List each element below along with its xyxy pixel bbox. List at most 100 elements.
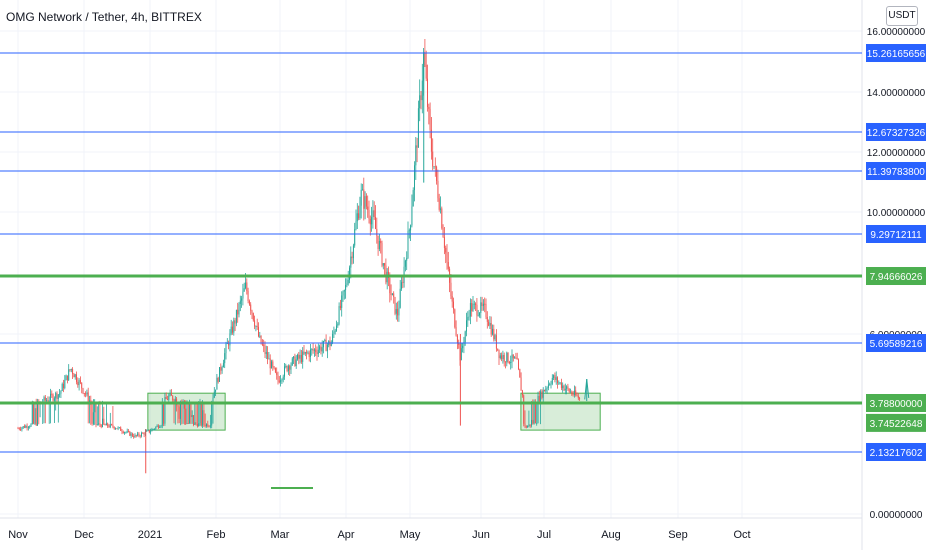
candle bbox=[518, 358, 519, 371]
candle bbox=[359, 196, 361, 220]
candle bbox=[300, 349, 302, 364]
candle bbox=[403, 257, 405, 288]
candle bbox=[96, 406, 98, 426]
candle bbox=[369, 215, 371, 236]
candle bbox=[385, 258, 387, 285]
candle bbox=[460, 343, 462, 361]
candle bbox=[503, 352, 505, 367]
candle bbox=[47, 396, 49, 403]
candle bbox=[53, 396, 55, 424]
candle bbox=[467, 311, 469, 327]
candle bbox=[107, 422, 109, 429]
candle bbox=[34, 401, 36, 425]
candle bbox=[315, 344, 317, 357]
candle bbox=[130, 432, 132, 439]
candle bbox=[420, 90, 422, 110]
candle bbox=[85, 391, 87, 398]
candle bbox=[338, 302, 340, 326]
candle bbox=[377, 235, 379, 256]
candle bbox=[428, 103, 430, 125]
candle bbox=[24, 424, 25, 429]
candle bbox=[430, 117, 432, 160]
candle bbox=[516, 352, 518, 360]
candle bbox=[458, 339, 460, 349]
candle bbox=[542, 387, 544, 403]
candle bbox=[497, 348, 499, 352]
candle bbox=[29, 425, 31, 429]
candle bbox=[156, 424, 158, 428]
candle bbox=[540, 389, 542, 425]
candle bbox=[579, 396, 581, 401]
candle bbox=[17, 426, 19, 430]
candle bbox=[74, 373, 76, 380]
candle bbox=[242, 283, 244, 306]
candle bbox=[352, 243, 354, 264]
candle bbox=[524, 410, 526, 429]
candle bbox=[484, 297, 486, 313]
candle bbox=[113, 426, 115, 430]
candle bbox=[515, 352, 517, 360]
candle bbox=[345, 278, 347, 299]
level-label-2: 11.39783800 bbox=[867, 167, 925, 178]
candle bbox=[408, 228, 410, 239]
candle bbox=[21, 426, 23, 432]
candle bbox=[196, 402, 198, 428]
candle bbox=[494, 333, 496, 342]
candle bbox=[290, 362, 292, 375]
candle bbox=[492, 324, 493, 336]
candle bbox=[326, 342, 328, 359]
candle bbox=[476, 298, 478, 322]
candle bbox=[502, 350, 504, 364]
candle bbox=[485, 298, 487, 320]
candle bbox=[33, 401, 35, 425]
level-lines: 15.26165656 12.67327326 11.39783800 9.29712… bbox=[0, 44, 926, 461]
candle bbox=[373, 201, 375, 220]
candle bbox=[520, 372, 522, 391]
candle bbox=[397, 301, 399, 322]
level-label-5: 5.69589216 bbox=[870, 339, 923, 350]
candle bbox=[213, 387, 215, 399]
candle bbox=[441, 206, 443, 230]
candle bbox=[117, 426, 119, 431]
x-tick-label-7: Jun bbox=[472, 529, 490, 541]
candle bbox=[79, 376, 81, 385]
candle bbox=[384, 262, 386, 275]
candle bbox=[294, 353, 296, 367]
candle bbox=[69, 369, 71, 372]
candle bbox=[22, 425, 24, 429]
candle bbox=[200, 401, 202, 427]
candle bbox=[375, 205, 376, 230]
candle bbox=[371, 206, 373, 232]
candle bbox=[154, 428, 155, 431]
candle bbox=[224, 348, 226, 369]
candle bbox=[355, 209, 357, 231]
candle bbox=[417, 100, 419, 148]
candle bbox=[449, 266, 451, 293]
candle bbox=[208, 425, 210, 428]
candle bbox=[172, 395, 174, 402]
candle bbox=[255, 325, 257, 332]
candle bbox=[64, 375, 66, 390]
candle bbox=[421, 63, 423, 114]
candle bbox=[116, 428, 118, 430]
candle bbox=[77, 377, 79, 388]
candle bbox=[463, 336, 465, 354]
candle bbox=[334, 328, 336, 335]
candle bbox=[141, 431, 142, 438]
candle bbox=[73, 372, 75, 378]
candle bbox=[86, 389, 88, 397]
y-tick-label-6: 0.00000000 bbox=[870, 510, 923, 521]
candle bbox=[477, 309, 479, 317]
candle bbox=[434, 157, 436, 177]
candle bbox=[324, 338, 326, 342]
currency-button[interactable]: USDT bbox=[886, 6, 918, 26]
candle bbox=[159, 425, 161, 429]
level-label-bg-7 bbox=[866, 413, 926, 432]
candle bbox=[66, 375, 68, 384]
candle bbox=[471, 299, 473, 317]
candle bbox=[295, 355, 297, 369]
candle bbox=[386, 268, 388, 290]
candle bbox=[31, 400, 33, 425]
candle bbox=[125, 431, 127, 434]
